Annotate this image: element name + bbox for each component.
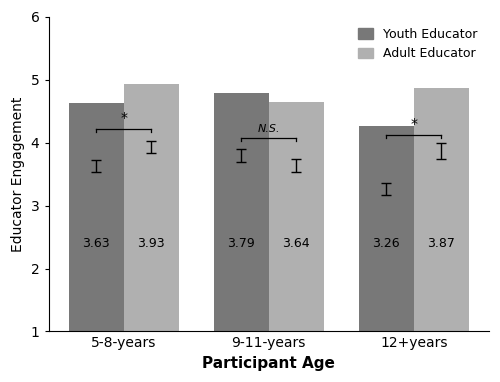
Bar xyxy=(68,103,124,332)
Bar xyxy=(214,93,268,332)
Bar xyxy=(414,88,469,332)
Text: 3.26: 3.26 xyxy=(372,236,400,249)
Bar xyxy=(268,102,324,332)
Text: 3.79: 3.79 xyxy=(228,236,255,249)
Text: 3.64: 3.64 xyxy=(282,236,310,249)
Text: *: * xyxy=(410,117,418,131)
Text: 3.63: 3.63 xyxy=(82,236,110,249)
Text: *: * xyxy=(120,111,127,125)
X-axis label: Participant Age: Participant Age xyxy=(202,356,335,371)
Text: N.S.: N.S. xyxy=(258,125,280,134)
Text: 3.93: 3.93 xyxy=(138,236,165,249)
Y-axis label: Educator Engagement: Educator Engagement xyxy=(11,96,25,252)
Bar xyxy=(124,84,179,332)
Text: 3.87: 3.87 xyxy=(428,236,456,249)
Bar xyxy=(358,126,414,332)
Legend: Youth Educator, Adult Educator: Youth Educator, Adult Educator xyxy=(354,23,482,65)
